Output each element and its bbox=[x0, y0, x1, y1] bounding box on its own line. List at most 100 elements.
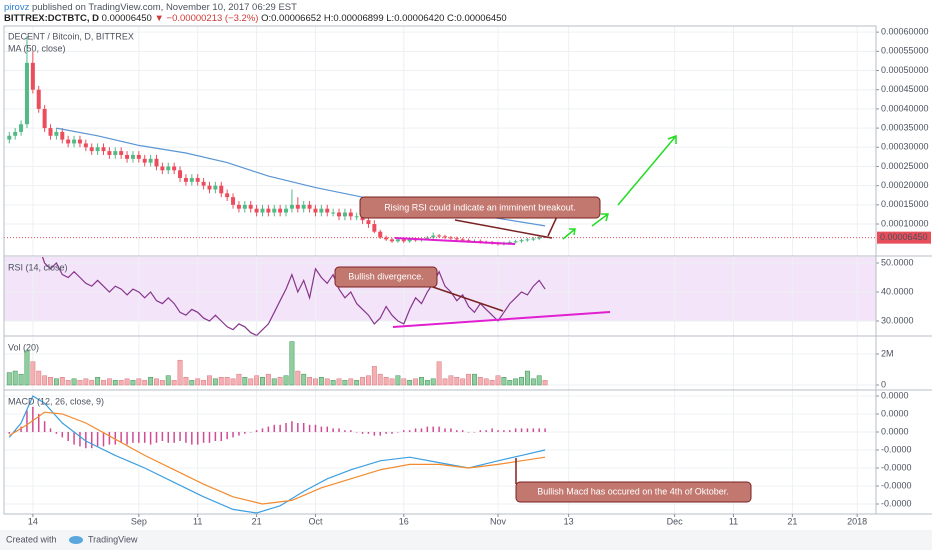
candle-body bbox=[54, 131, 59, 136]
volume-bar bbox=[12, 370, 18, 386]
last-price-box bbox=[877, 231, 931, 244]
histogram-bar bbox=[249, 432, 252, 433]
y-tick-label: 50.0000 bbox=[881, 257, 914, 267]
candle-body bbox=[83, 143, 88, 148]
y-tick-label: 0.00015000 bbox=[881, 199, 929, 209]
candle-body bbox=[342, 212, 347, 217]
histogram-bar bbox=[37, 414, 40, 432]
histogram-bar bbox=[485, 430, 487, 432]
candle-body bbox=[519, 240, 524, 242]
y-tick-label: 0.00010000 bbox=[881, 218, 929, 228]
histogram-bar bbox=[514, 428, 517, 432]
volume-bar bbox=[59, 376, 65, 386]
candle-body bbox=[319, 208, 324, 213]
candle-body bbox=[431, 235, 436, 238]
candle-body bbox=[166, 166, 171, 171]
histogram-bar bbox=[403, 430, 405, 432]
candle-body bbox=[307, 204, 312, 209]
volume-bar bbox=[136, 378, 142, 386]
candle-body bbox=[48, 128, 53, 136]
candle-body bbox=[448, 237, 453, 239]
volume-bar bbox=[154, 378, 159, 386]
y-tick-label: 0.00020000 bbox=[881, 180, 929, 190]
histogram-bar bbox=[385, 432, 387, 434]
histogram-bar bbox=[350, 430, 352, 432]
price: 0.00006450 bbox=[102, 13, 152, 24]
histogram-bar bbox=[297, 423, 299, 432]
volume-bar bbox=[177, 359, 183, 386]
volume-bar bbox=[495, 375, 501, 386]
symbol: BITTREX:DCTBTC, D bbox=[4, 13, 99, 24]
candle-body bbox=[272, 208, 277, 213]
candle-body bbox=[119, 151, 124, 155]
x-tick-label: 13 bbox=[564, 516, 574, 526]
volume-bar bbox=[307, 376, 313, 386]
callout-box bbox=[334, 266, 438, 288]
candle-body bbox=[201, 181, 206, 186]
volume-bar bbox=[536, 375, 542, 386]
histogram-bar bbox=[208, 432, 211, 443]
candle-body bbox=[95, 147, 100, 152]
x-tick-label: Oct bbox=[308, 516, 323, 526]
volume-bar bbox=[260, 376, 265, 386]
histogram-bar bbox=[320, 426, 323, 432]
candle-body bbox=[348, 212, 353, 217]
candle-body bbox=[242, 204, 247, 209]
histogram-bar bbox=[67, 432, 69, 441]
histogram-bar bbox=[196, 432, 199, 445]
volume-bar bbox=[218, 376, 224, 386]
histogram-bar bbox=[438, 426, 440, 432]
volume-bar bbox=[336, 378, 342, 386]
ohlc: O:0.00006652 H:0.00006899 L:0.00006420 C… bbox=[261, 13, 507, 24]
candle-body bbox=[30, 62, 35, 90]
histogram-bar bbox=[344, 430, 346, 432]
candle-body bbox=[236, 204, 241, 209]
histogram-bar bbox=[408, 430, 411, 432]
volume-bar bbox=[195, 378, 201, 386]
volume-bar bbox=[313, 378, 318, 386]
histogram-bar bbox=[332, 428, 334, 432]
candle-body bbox=[537, 236, 542, 239]
volume-bar bbox=[330, 380, 336, 386]
candle-body bbox=[60, 131, 65, 140]
volume-bar bbox=[460, 378, 466, 386]
candle-body bbox=[260, 208, 265, 213]
histogram-bar bbox=[220, 432, 223, 441]
volume-bar bbox=[448, 375, 454, 386]
footer-brand[interactable]: TradingView bbox=[88, 534, 138, 544]
histogram-bar bbox=[532, 428, 535, 432]
y-tick-label: 2M bbox=[881, 348, 894, 358]
callout-pointer bbox=[429, 285, 504, 312]
histogram-bar bbox=[132, 432, 134, 443]
candle-body bbox=[331, 212, 336, 214]
volume-bar bbox=[171, 380, 177, 386]
histogram-bar bbox=[509, 430, 511, 432]
volume-bar bbox=[401, 378, 407, 386]
arrows bbox=[562, 134, 677, 240]
histogram-bar bbox=[479, 430, 482, 432]
volume-bar bbox=[71, 378, 77, 386]
volume-bar bbox=[295, 370, 301, 386]
histogram-bar bbox=[373, 432, 376, 436]
candle-body bbox=[337, 212, 342, 217]
histogram-bar bbox=[526, 428, 529, 432]
volume-bar bbox=[466, 373, 472, 386]
candle-body bbox=[460, 239, 465, 241]
histogram-bar bbox=[444, 428, 446, 432]
volume-bar bbox=[283, 375, 289, 386]
histogram-bar bbox=[232, 432, 234, 438]
arrow bbox=[617, 134, 677, 206]
annotation: Rising RSI could indicate an imminent br… bbox=[384, 202, 576, 212]
volume-bar bbox=[248, 378, 254, 386]
histogram-bar bbox=[255, 430, 258, 432]
panels: 0.00060000 0.00055000 0.00050000 0.00045000… bbox=[3, 25, 932, 526]
candle-body bbox=[189, 177, 194, 182]
volume-bar bbox=[189, 380, 195, 386]
volume-bar bbox=[483, 378, 489, 386]
volume-bar bbox=[513, 378, 519, 386]
candle-body bbox=[284, 208, 289, 213]
volume-bar bbox=[148, 376, 154, 386]
y-tick-label: 0.00050000 bbox=[881, 65, 929, 75]
y-tick-label: 0.0000 bbox=[881, 426, 909, 436]
histogram-bar bbox=[473, 432, 476, 433]
